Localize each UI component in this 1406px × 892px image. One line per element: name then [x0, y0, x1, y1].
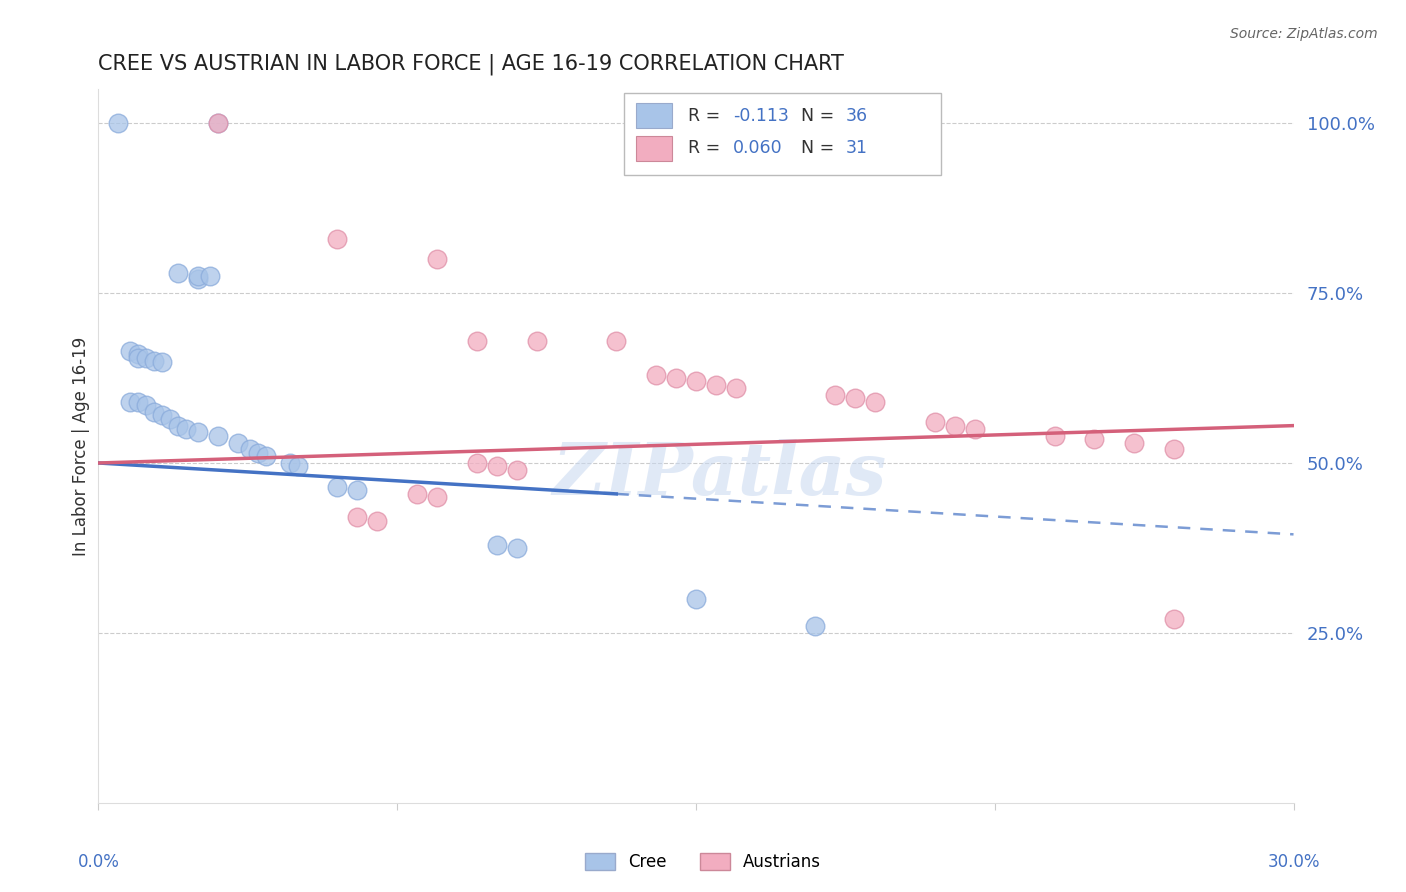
- Point: [150, 355, 173, 369]
- Text: R =: R =: [688, 139, 725, 157]
- Point: [426, 490, 449, 504]
- Point: [645, 368, 668, 382]
- Point: [366, 514, 388, 528]
- Text: ZIPatlas: ZIPatlas: [553, 439, 887, 510]
- Point: [150, 409, 173, 423]
- Point: [526, 334, 548, 348]
- Text: CREE VS AUSTRIAN IN LABOR FORCE | AGE 16-19 CORRELATION CHART: CREE VS AUSTRIAN IN LABOR FORCE | AGE 16…: [98, 54, 844, 75]
- Point: [824, 388, 846, 402]
- Point: [346, 510, 368, 524]
- Point: [724, 381, 747, 395]
- Point: [785, 116, 807, 130]
- FancyBboxPatch shape: [637, 136, 672, 161]
- Point: [187, 269, 209, 284]
- Point: [963, 422, 986, 436]
- Text: N =: N =: [801, 139, 839, 157]
- Point: [426, 252, 449, 266]
- Point: [346, 483, 368, 498]
- Point: [485, 537, 508, 551]
- Point: [207, 116, 229, 130]
- Point: [685, 375, 707, 389]
- Point: [804, 619, 827, 633]
- Point: [485, 459, 508, 474]
- Point: [127, 351, 149, 365]
- Point: [278, 456, 301, 470]
- Point: [943, 418, 966, 433]
- Point: [187, 425, 209, 440]
- Point: [143, 354, 166, 368]
- Point: [1163, 442, 1185, 457]
- Point: [187, 272, 209, 286]
- Point: [605, 334, 627, 348]
- Text: 36: 36: [845, 107, 868, 125]
- Text: 30.0%: 30.0%: [1267, 853, 1320, 871]
- Point: [174, 422, 197, 436]
- Point: [167, 266, 190, 280]
- Legend: Cree, Austrians: Cree, Austrians: [576, 845, 830, 880]
- Text: 0.060: 0.060: [733, 139, 783, 157]
- Point: [120, 343, 142, 358]
- Point: [704, 377, 727, 392]
- Point: [1123, 435, 1146, 450]
- Point: [704, 116, 727, 130]
- Point: [1043, 429, 1066, 443]
- Point: [924, 415, 946, 429]
- Point: [120, 394, 142, 409]
- Point: [135, 351, 157, 365]
- Point: [1163, 612, 1185, 626]
- Text: N =: N =: [801, 107, 839, 125]
- Point: [143, 405, 166, 419]
- Point: [465, 456, 488, 470]
- Point: [685, 591, 707, 606]
- Point: [198, 269, 221, 284]
- Point: [465, 334, 488, 348]
- Point: [159, 412, 181, 426]
- Point: [239, 442, 262, 457]
- Text: 31: 31: [845, 139, 868, 157]
- Point: [207, 116, 229, 130]
- Point: [1083, 432, 1105, 446]
- Point: [506, 463, 529, 477]
- Point: [326, 232, 349, 246]
- FancyBboxPatch shape: [624, 93, 941, 175]
- Point: [287, 459, 309, 474]
- Point: [127, 347, 149, 361]
- Point: [207, 429, 229, 443]
- Point: [167, 418, 190, 433]
- Point: [506, 541, 529, 555]
- Point: [704, 116, 727, 130]
- Text: -0.113: -0.113: [733, 107, 789, 125]
- Point: [254, 449, 277, 463]
- Point: [127, 394, 149, 409]
- Point: [107, 116, 129, 130]
- Text: 0.0%: 0.0%: [77, 853, 120, 871]
- FancyBboxPatch shape: [637, 103, 672, 128]
- Point: [785, 116, 807, 130]
- Point: [226, 435, 249, 450]
- Y-axis label: In Labor Force | Age 16-19: In Labor Force | Age 16-19: [72, 336, 90, 556]
- Point: [326, 480, 349, 494]
- Point: [406, 486, 429, 500]
- Point: [135, 398, 157, 412]
- Text: Source: ZipAtlas.com: Source: ZipAtlas.com: [1230, 27, 1378, 41]
- Point: [865, 394, 887, 409]
- Text: R =: R =: [688, 107, 725, 125]
- Point: [844, 392, 866, 406]
- Point: [246, 446, 269, 460]
- Point: [665, 371, 688, 385]
